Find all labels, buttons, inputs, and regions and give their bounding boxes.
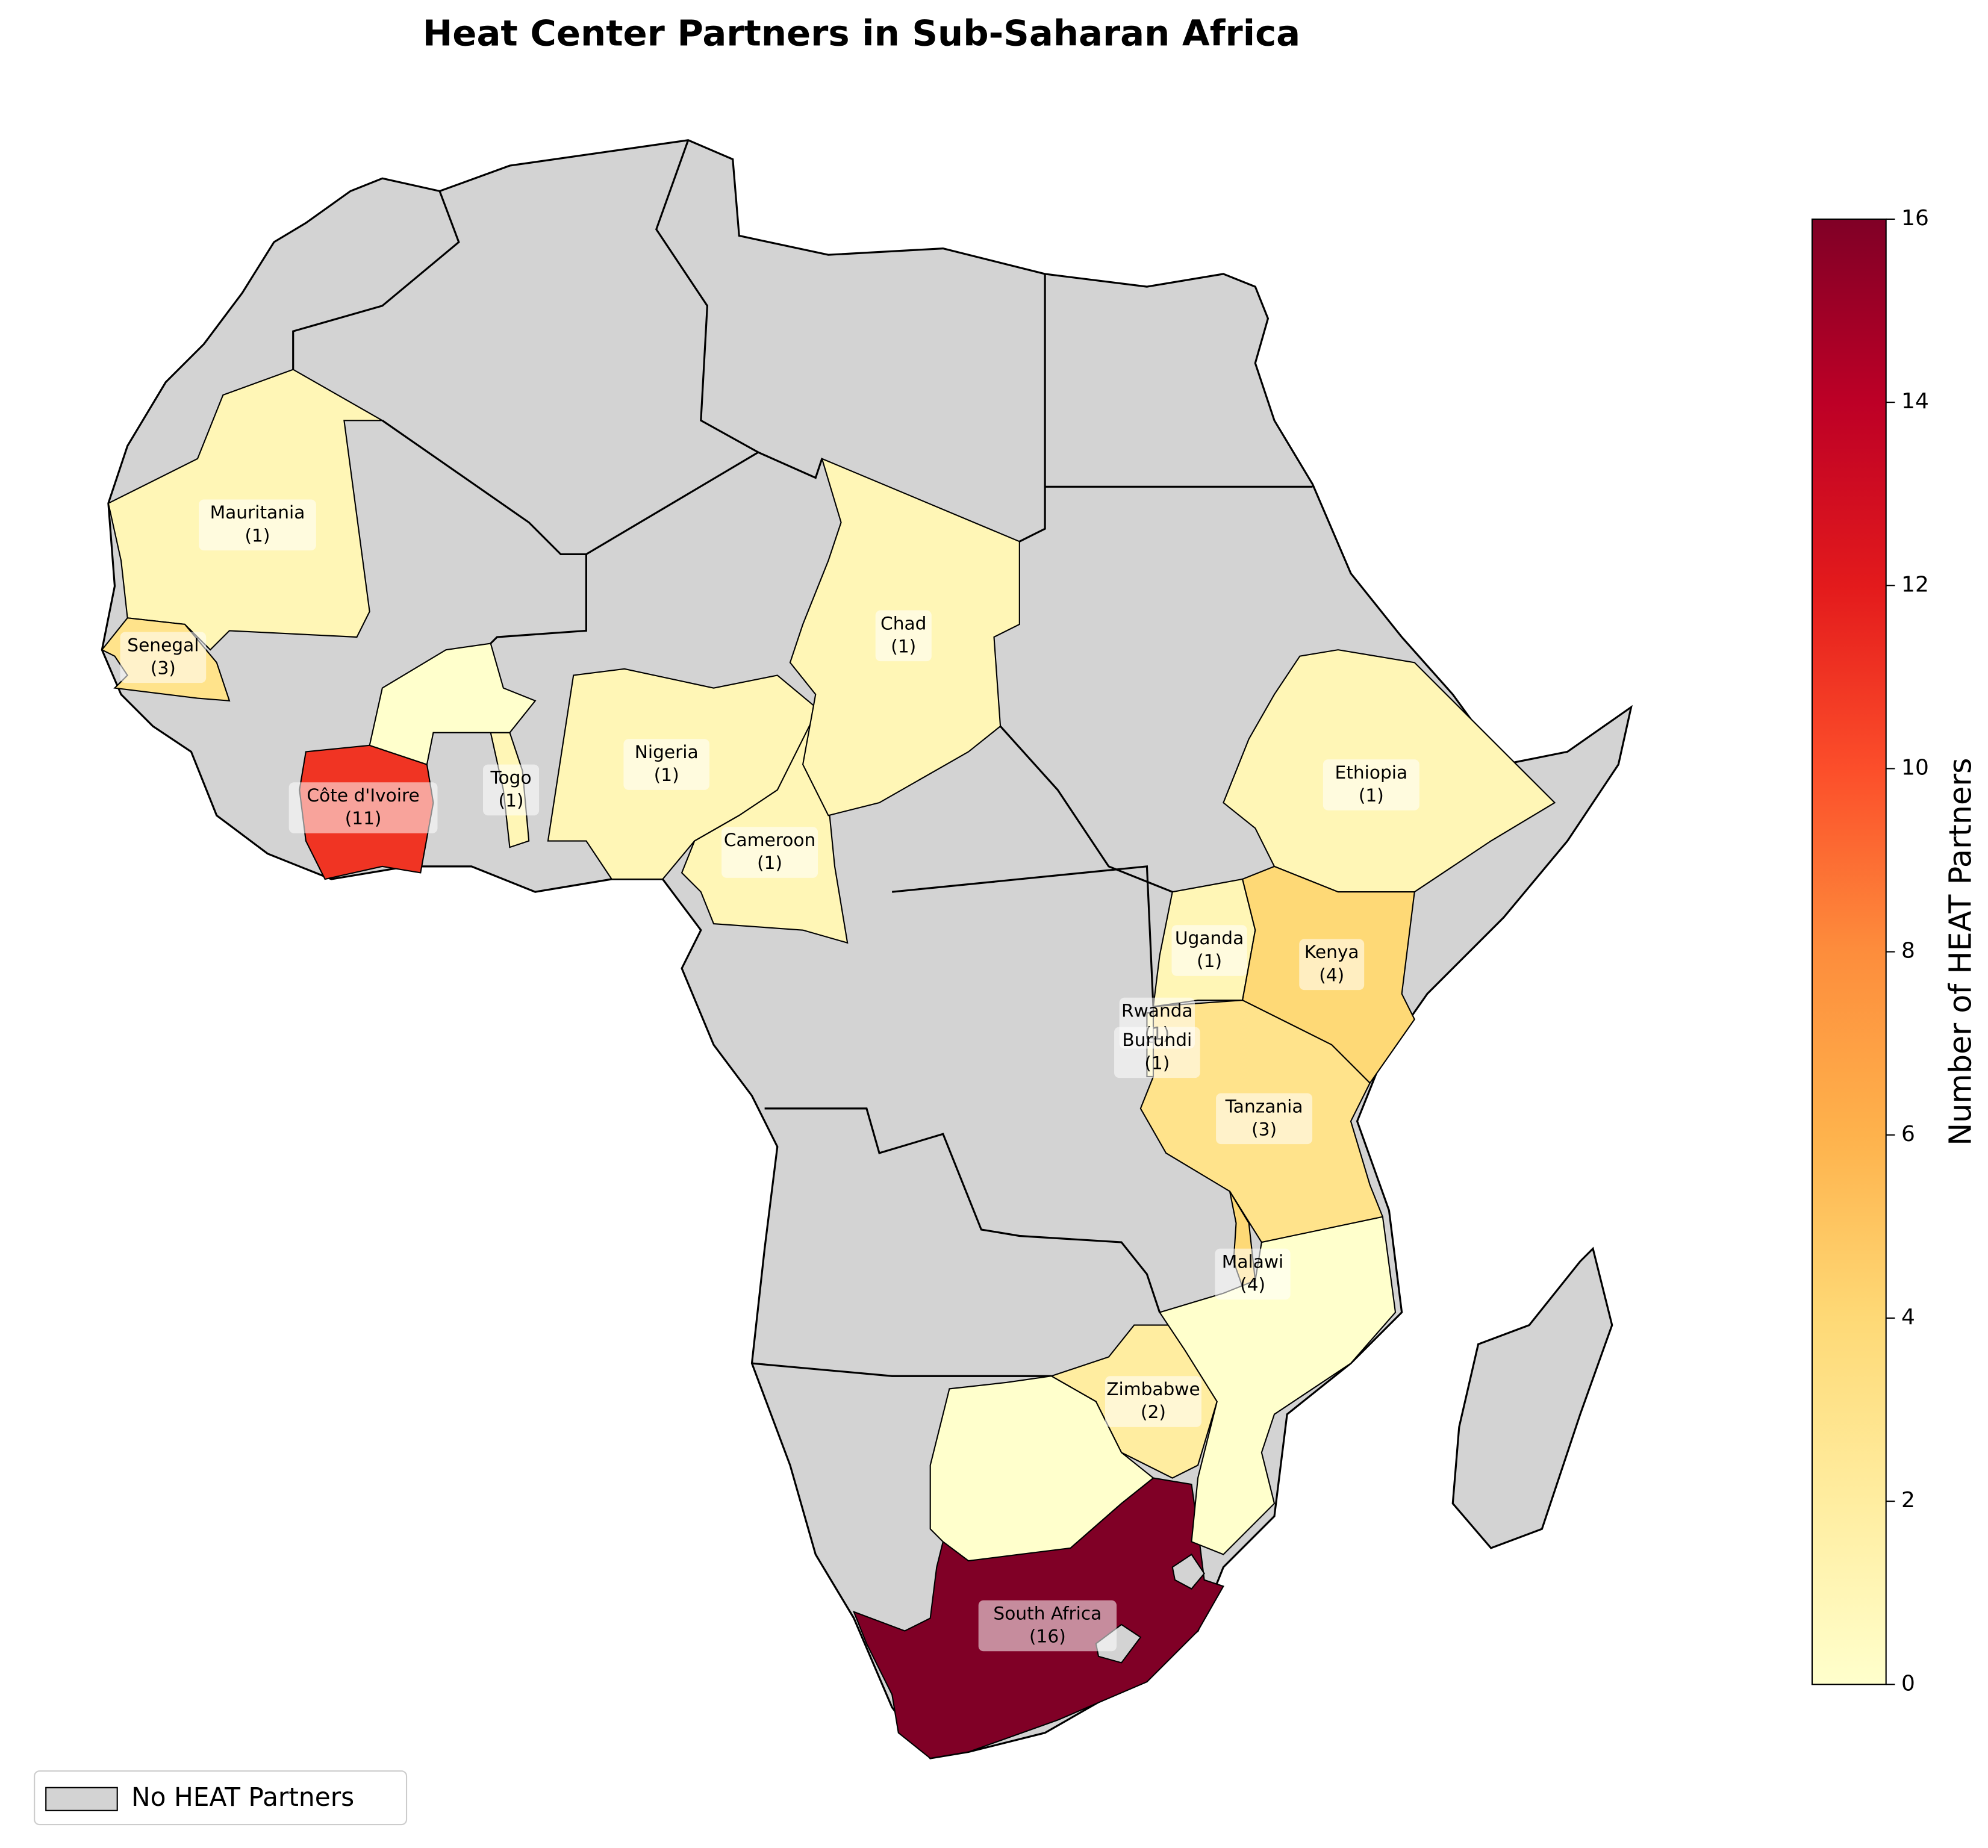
colorbar-tick-label: 16 <box>1901 206 1929 231</box>
country-label: Kenya <box>1304 942 1359 962</box>
border <box>292 190 460 370</box>
colorbar-tick-label: 14 <box>1901 389 1929 414</box>
country <box>929 1375 1154 1562</box>
value-label: (1) <box>654 765 679 785</box>
colorbar-tick-label: 2 <box>1901 1488 1915 1513</box>
value-label: (3) <box>1251 1119 1277 1139</box>
value-label: (1) <box>1197 951 1222 971</box>
label-box <box>1114 1027 1200 1078</box>
border <box>490 554 587 644</box>
value-label: (1) <box>1144 1053 1170 1073</box>
legend-label: No HEAT Partners <box>131 1782 354 1812</box>
border <box>655 140 759 453</box>
label-box <box>721 827 818 878</box>
label-box <box>1105 1376 1201 1427</box>
colorbar-tick-label: 10 <box>1901 755 1929 780</box>
colorbar-tick-label: 8 <box>1901 939 1915 963</box>
label-box <box>978 1600 1117 1652</box>
country-label: Ethiopia <box>1335 762 1408 783</box>
value-label: (2) <box>1141 1402 1166 1422</box>
chart-title: Heat Center Partners in Sub-Saharan Afri… <box>423 12 1300 54</box>
value-label: (1) <box>891 636 916 656</box>
colorbar-tick-label: 6 <box>1901 1122 1915 1146</box>
label-box <box>1299 939 1365 991</box>
country-label: Nigeria <box>635 742 699 762</box>
colorbar-tick-label: 0 <box>1901 1671 1915 1696</box>
legend: No HEAT Partners <box>34 1770 408 1826</box>
country-label: Burundi <box>1122 1030 1192 1050</box>
country-label: Uganda <box>1175 928 1244 948</box>
country-label: Mauritania <box>210 502 305 523</box>
country-label: Senegal <box>127 635 199 655</box>
label-box <box>482 764 540 816</box>
country-label: Rwanda <box>1121 1001 1193 1021</box>
country-label: Cameroon <box>724 830 815 850</box>
country-label: Zimbabwe <box>1106 1379 1200 1399</box>
value-label: (1) <box>757 853 782 873</box>
value-label: (1) <box>245 525 270 546</box>
value-label: (4) <box>1240 1275 1265 1295</box>
country-label: Chad <box>880 613 926 633</box>
country <box>369 642 537 765</box>
colorbar-label: Number of HEAT Partners <box>1943 758 1978 1145</box>
value-label: (1) <box>499 790 524 810</box>
border <box>892 865 1154 1007</box>
country <box>1158 1216 1397 1555</box>
border <box>752 1362 1052 1377</box>
border <box>999 726 1173 893</box>
lesotho <box>1095 1623 1142 1664</box>
colorbar-tick-label: 4 <box>1901 1305 1915 1330</box>
value-label: (1) <box>1359 785 1384 806</box>
colorbar <box>1811 218 1887 1685</box>
madagascar <box>1451 1246 1613 1549</box>
legend-box <box>34 1770 408 1826</box>
country-label: South Africa <box>993 1603 1102 1623</box>
legend-swatch <box>45 1787 118 1811</box>
value-label: (4) <box>1319 965 1344 985</box>
eswatini <box>1171 1554 1205 1590</box>
border <box>1019 273 1046 543</box>
country-label: Togo <box>490 767 532 788</box>
border <box>764 1107 1161 1313</box>
label-box <box>199 499 316 551</box>
label-box <box>1171 925 1247 976</box>
country-label: Côte d'Ivoire <box>307 785 419 806</box>
label-box <box>288 782 438 833</box>
value-label: (3) <box>151 658 176 678</box>
label-box <box>623 739 710 790</box>
label-box <box>1215 1248 1291 1300</box>
label-box <box>875 610 932 662</box>
country-label: Tanzania <box>1225 1096 1303 1116</box>
value-label: (11) <box>345 808 382 829</box>
label-box <box>1216 1093 1313 1145</box>
label-box <box>120 632 207 683</box>
value-label: (16) <box>1029 1626 1066 1647</box>
colorbar-tick-label: 12 <box>1901 572 1929 597</box>
label-box <box>1323 759 1419 810</box>
country-label: Malawi <box>1222 1251 1284 1272</box>
